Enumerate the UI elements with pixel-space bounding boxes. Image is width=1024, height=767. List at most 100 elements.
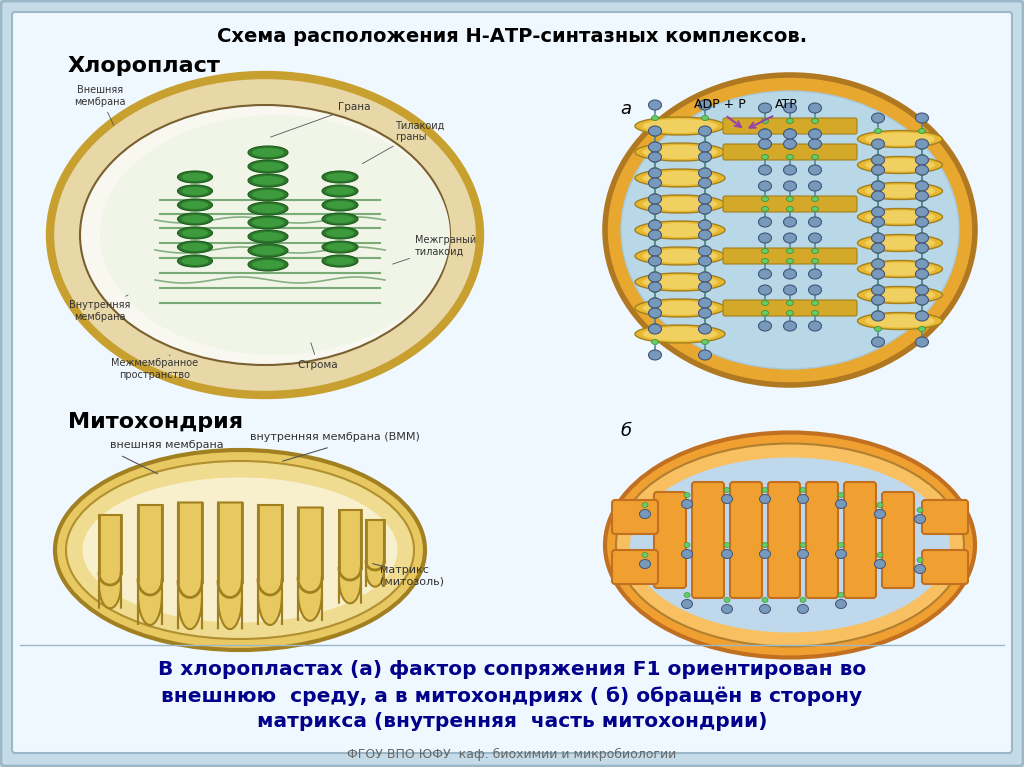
Ellipse shape [616,443,964,647]
Ellipse shape [181,215,209,223]
Ellipse shape [724,597,730,603]
Ellipse shape [865,288,935,301]
Ellipse shape [635,221,725,239]
Ellipse shape [248,258,288,271]
Ellipse shape [648,350,662,360]
FancyBboxPatch shape [12,12,1012,753]
Ellipse shape [809,285,821,295]
Ellipse shape [83,478,397,623]
Text: Межмембранное
пространство: Межмембранное пространство [112,355,199,380]
Ellipse shape [759,129,771,139]
Ellipse shape [651,157,658,163]
Ellipse shape [724,488,730,492]
Ellipse shape [783,233,797,243]
Ellipse shape [248,244,288,257]
Ellipse shape [783,103,797,113]
Ellipse shape [874,206,882,212]
Ellipse shape [722,549,732,558]
Polygon shape [138,505,162,625]
Text: В хлоропластах (а) фактор сопряжения F1 ориентирован во: В хлоропластах (а) фактор сопряжения F1 … [158,660,866,679]
Ellipse shape [919,249,926,254]
Ellipse shape [760,549,770,558]
Ellipse shape [648,100,662,110]
Ellipse shape [50,75,480,395]
Ellipse shape [811,301,818,305]
Ellipse shape [857,130,942,147]
Ellipse shape [322,255,358,267]
Ellipse shape [701,288,709,292]
Ellipse shape [698,142,712,152]
Ellipse shape [326,243,354,251]
Ellipse shape [621,91,959,369]
Ellipse shape [648,298,662,308]
Ellipse shape [252,218,284,227]
Ellipse shape [252,176,284,185]
Ellipse shape [177,255,213,267]
Ellipse shape [651,141,658,146]
Ellipse shape [701,219,709,225]
Ellipse shape [682,499,692,509]
Ellipse shape [248,202,288,215]
Ellipse shape [248,216,288,229]
Ellipse shape [874,285,882,289]
Ellipse shape [836,499,847,509]
Ellipse shape [701,314,709,318]
Ellipse shape [651,324,658,328]
Ellipse shape [836,600,847,608]
Polygon shape [99,515,121,608]
Ellipse shape [915,165,929,175]
Ellipse shape [871,233,885,243]
Ellipse shape [874,301,882,305]
Ellipse shape [682,549,692,558]
Ellipse shape [811,144,818,150]
FancyBboxPatch shape [723,144,857,160]
Polygon shape [339,510,361,604]
Text: Строма: Строма [298,343,338,370]
Ellipse shape [248,160,288,173]
Ellipse shape [642,301,718,315]
Ellipse shape [651,219,658,225]
Ellipse shape [630,457,950,633]
Ellipse shape [800,597,806,603]
Ellipse shape [809,269,821,279]
Ellipse shape [874,327,882,331]
Ellipse shape [783,181,797,191]
Ellipse shape [642,249,718,263]
Ellipse shape [701,157,709,163]
Ellipse shape [684,542,690,548]
Ellipse shape [762,597,768,603]
Ellipse shape [811,118,818,123]
Ellipse shape [919,311,926,315]
Text: внешняя мембрана: внешняя мембрана [110,440,223,450]
Ellipse shape [874,144,882,150]
Ellipse shape [322,227,358,239]
Ellipse shape [919,327,926,331]
Ellipse shape [871,311,885,321]
Ellipse shape [722,604,732,614]
Ellipse shape [682,600,692,608]
Ellipse shape [698,194,712,204]
Ellipse shape [66,461,414,639]
Ellipse shape [651,340,658,344]
Text: внешнюю  среду, а в митохондриях ( б) обращён в сторону: внешнюю среду, а в митохондриях ( б) обр… [162,686,862,706]
Ellipse shape [919,258,926,264]
Ellipse shape [786,144,794,150]
Ellipse shape [648,246,662,256]
Ellipse shape [836,549,847,558]
Ellipse shape [698,220,712,230]
Polygon shape [178,502,202,629]
Ellipse shape [783,139,797,149]
FancyBboxPatch shape [922,500,968,534]
Ellipse shape [874,232,882,238]
Ellipse shape [786,311,794,315]
Ellipse shape [701,116,709,120]
Ellipse shape [871,113,885,123]
Ellipse shape [181,243,209,251]
Ellipse shape [874,170,882,176]
Ellipse shape [642,327,718,341]
FancyBboxPatch shape [692,482,724,598]
Ellipse shape [762,249,768,254]
Ellipse shape [871,207,885,217]
Ellipse shape [786,258,794,264]
Ellipse shape [783,285,797,295]
